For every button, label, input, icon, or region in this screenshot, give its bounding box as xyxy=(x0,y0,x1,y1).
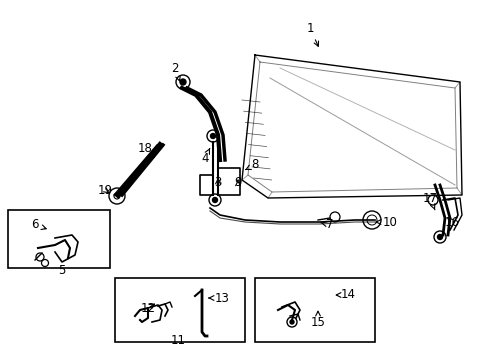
Circle shape xyxy=(180,79,185,85)
Text: 16: 16 xyxy=(444,216,459,229)
Text: 14: 14 xyxy=(336,288,355,302)
Circle shape xyxy=(212,198,217,202)
Circle shape xyxy=(289,320,293,324)
Text: 9: 9 xyxy=(234,176,241,189)
Circle shape xyxy=(437,234,442,239)
Text: 6: 6 xyxy=(31,219,46,231)
Text: 17: 17 xyxy=(422,192,437,210)
Text: 18: 18 xyxy=(137,141,154,157)
Circle shape xyxy=(210,134,215,139)
Text: 1: 1 xyxy=(305,22,318,46)
Text: 2: 2 xyxy=(171,62,180,81)
Text: 8: 8 xyxy=(245,158,258,171)
Text: 4: 4 xyxy=(201,149,209,165)
Text: 13: 13 xyxy=(208,292,229,305)
Text: 12: 12 xyxy=(140,302,155,315)
Text: 11: 11 xyxy=(170,333,185,346)
Bar xyxy=(254,278,374,342)
Text: 19: 19 xyxy=(97,184,112,197)
Bar xyxy=(8,210,110,268)
Text: 15: 15 xyxy=(310,311,325,328)
Text: 7: 7 xyxy=(320,219,333,231)
Text: 10: 10 xyxy=(375,216,397,229)
Bar xyxy=(115,278,244,342)
Text: 5: 5 xyxy=(58,264,65,276)
Text: 3: 3 xyxy=(214,176,221,189)
